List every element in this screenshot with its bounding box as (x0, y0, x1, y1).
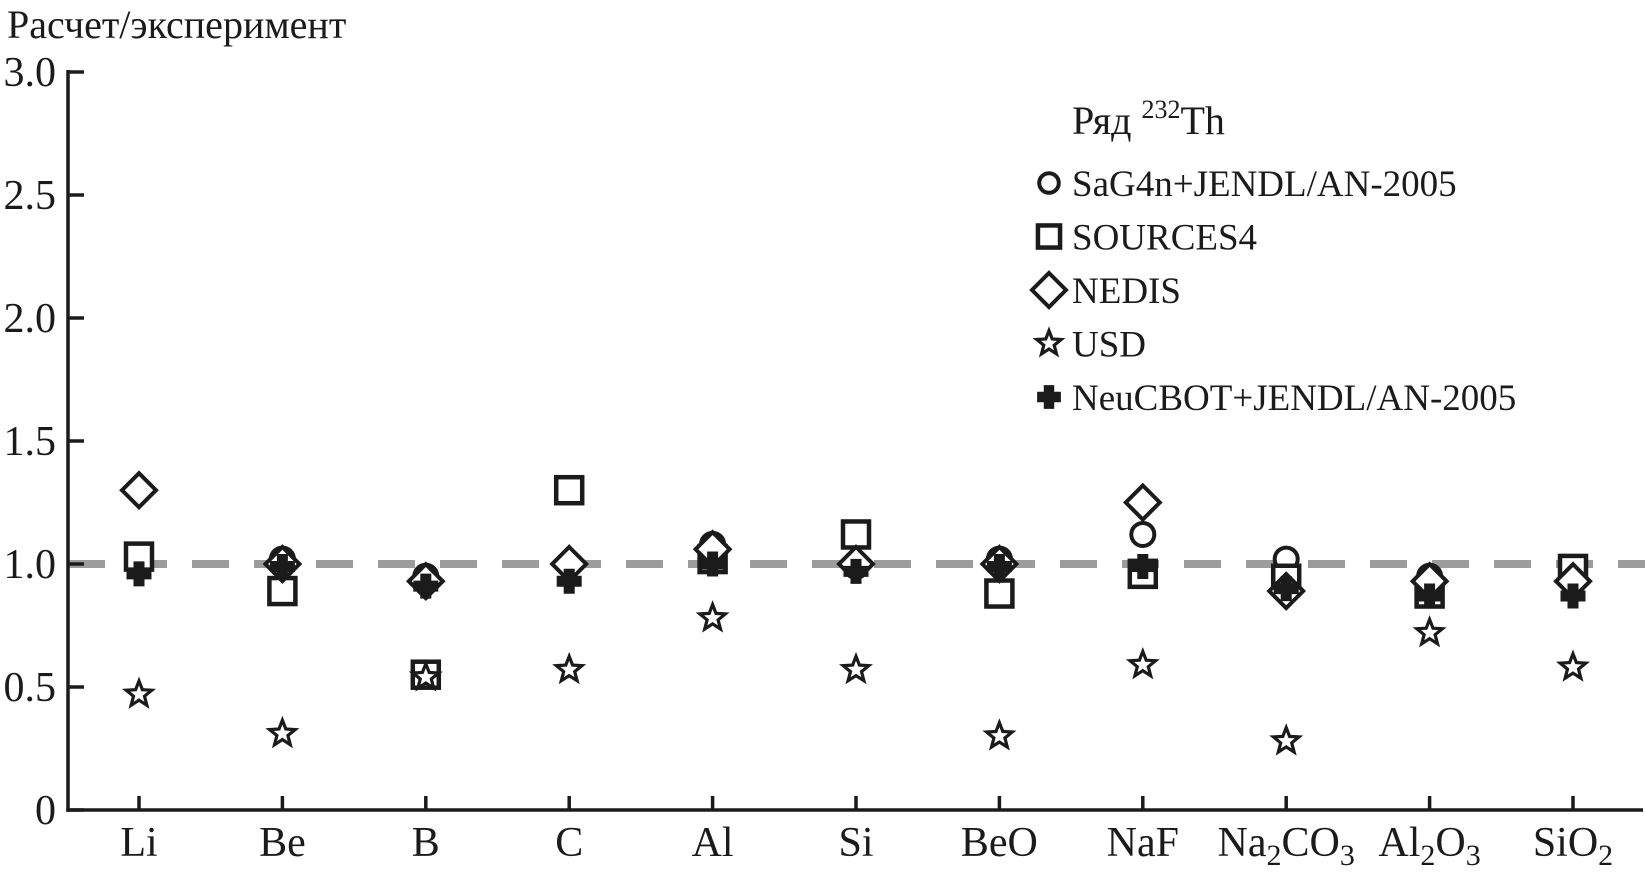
y-tick-label: 1.5 (4, 419, 57, 465)
legend-item-label: USD (1072, 325, 1146, 366)
legend-star-icon (1032, 326, 1066, 358)
x-category-label: B (412, 820, 440, 866)
x-category-label: Be (259, 820, 306, 866)
data-point-plus-marker (1273, 576, 1299, 602)
data-point-diamond-marker (1122, 482, 1163, 523)
x-axis: Li Be B C Al Si BeO NaF Na2CO3 Al2O3 SiO2 (120, 796, 1613, 872)
data-point-square-marker (984, 578, 1015, 609)
data-point-star-marker (408, 659, 443, 692)
data-point-square-marker (123, 541, 155, 572)
y-tick-label: 2.0 (4, 296, 57, 342)
x-category-label: Na2CO3 (1218, 820, 1355, 872)
legend: Ряд 232Th SaG4n+JENDL/AN-2005 SOURCES4 NEDI… (1029, 95, 1516, 419)
y-tick-label: 1.0 (4, 542, 57, 588)
x-category-label: Si (838, 820, 873, 866)
legend-item-label: NeuCBOT+JENDL/AN-2005 (1072, 378, 1516, 419)
data-point-plus-marker (556, 568, 582, 594)
legend-item-diamond: NEDIS (1029, 270, 1181, 312)
data-point-plus-marker (269, 553, 295, 579)
x-category-label: Li (120, 820, 157, 866)
y-axis-title: Расчет/эксперимент (7, 2, 347, 47)
data-point-plus-marker (1560, 583, 1586, 609)
data-point-star-marker (1412, 614, 1447, 648)
data-point-star-marker (552, 651, 587, 685)
data-point-square-marker (840, 519, 872, 550)
legend-item-circle: SaG4n+JENDL/AN-2005 (1037, 164, 1457, 205)
x-category-label: Al2O3 (1378, 820, 1480, 872)
data-point-star-marker (1125, 646, 1160, 680)
legend-item-plus: NeuCBOT+JENDL/AN-2005 (1037, 378, 1516, 419)
data-point-star-marker (265, 715, 300, 749)
x-category-label: NaF (1107, 820, 1179, 866)
data-point-plus-marker (1417, 583, 1443, 609)
data-point-plus-marker (700, 551, 726, 577)
data-point-star-marker (839, 651, 873, 685)
y-tick-label: 3.0 (4, 50, 57, 96)
data-point-star-marker (1556, 649, 1590, 682)
legend-circle-icon (1037, 171, 1061, 195)
legend-item-label: SaG4n+JENDL/AN-2005 (1072, 164, 1457, 205)
data-point-plus-marker (986, 553, 1012, 579)
data-point-square-marker (553, 474, 585, 506)
x-category-label: SiO2 (1533, 820, 1613, 872)
x-category-label: Al (692, 820, 734, 866)
x-category-label: C (555, 820, 583, 866)
series-plus (126, 551, 1586, 609)
data-point-plus-marker (413, 573, 439, 599)
data-point-star-marker (1269, 723, 1304, 756)
legend-title: Ряд 232Th (1072, 95, 1225, 143)
y-tick-label: 2.5 (4, 173, 57, 219)
data-point-circle-marker (1129, 520, 1157, 548)
data-point-star-marker (122, 676, 156, 709)
legend-item-square: SOURCES4 (1035, 218, 1257, 259)
data-point-plus-marker (126, 561, 152, 587)
data-point-diamond-marker (119, 470, 159, 511)
y-tick-label: 0 (35, 788, 56, 834)
data-point-star-marker (982, 718, 1017, 751)
legend-diamond-icon (1029, 270, 1069, 310)
legend-item-label: NEDIS (1072, 271, 1181, 312)
legend-item-label: SOURCES4 (1072, 218, 1257, 259)
series-star (122, 600, 1590, 756)
legend-item-star: USD (1032, 325, 1146, 366)
legend-plus-icon (1037, 385, 1061, 409)
data-point-plus-marker (1130, 553, 1156, 579)
legend-square-icon (1035, 223, 1063, 250)
y-tick-label: 0.5 (4, 665, 57, 711)
data-point-star-marker (695, 600, 730, 633)
data-point-plus-marker (843, 558, 869, 584)
y-axis: 0 0.5 1.0 1.5 2.0 2.5 3.0 (4, 50, 84, 834)
x-category-label: BeO (961, 820, 1038, 866)
